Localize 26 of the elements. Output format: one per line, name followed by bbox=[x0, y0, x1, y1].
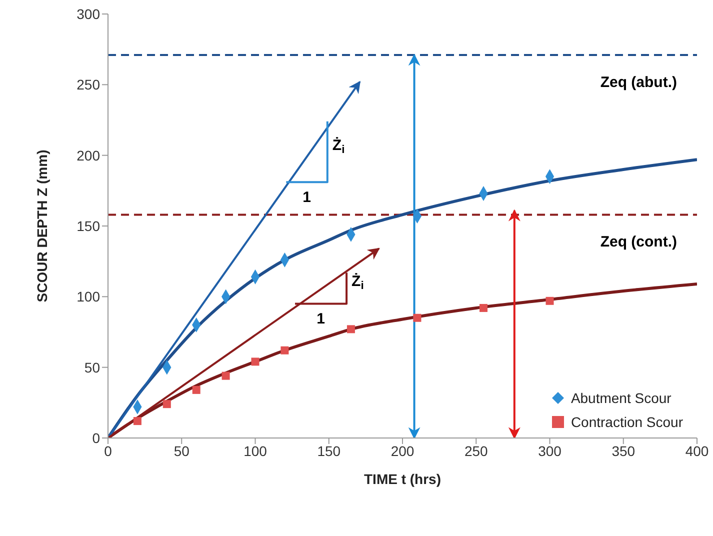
y-tick-label: 200 bbox=[76, 147, 100, 164]
x-axis-title: TIME t (hrs) bbox=[364, 471, 441, 487]
x-tick-label: 100 bbox=[244, 442, 268, 459]
annotation: Ż$_{i}$ bbox=[332, 136, 345, 156]
y-tick-label: 100 bbox=[76, 288, 100, 305]
x-tick-label: 300 bbox=[538, 442, 562, 459]
annotation: 1 bbox=[316, 310, 325, 328]
y-tick-label: 150 bbox=[76, 218, 100, 234]
y-tick-label: 300 bbox=[76, 6, 100, 22]
x-tick-label: 400 bbox=[685, 442, 709, 459]
y-tick-label: 0 bbox=[92, 430, 100, 446]
y-tick-label: 50 bbox=[84, 359, 100, 376]
annotation: Ż$_{i}$ bbox=[352, 273, 364, 292]
x-tick-label: 250 bbox=[464, 442, 488, 459]
x-tick-label: 50 bbox=[174, 442, 190, 459]
x-tick-label: 0 bbox=[104, 442, 112, 459]
legend-label: Contraction Scour bbox=[570, 414, 683, 430]
x-tick-label: 200 bbox=[390, 442, 414, 459]
y-tick-label: 250 bbox=[76, 76, 100, 93]
y-axis-title: SCOUR DEPTH Z (mm) bbox=[34, 150, 50, 302]
ref-line-label: Zeq (cont.) bbox=[600, 234, 678, 251]
x-tick-label: 150 bbox=[317, 442, 341, 459]
annotation: 1 bbox=[302, 189, 311, 206]
ref-line-label: Zeq (abut.) bbox=[600, 74, 678, 91]
legend-label: Abutment Scour bbox=[570, 390, 672, 406]
x-tick-label: 350 bbox=[612, 442, 636, 459]
